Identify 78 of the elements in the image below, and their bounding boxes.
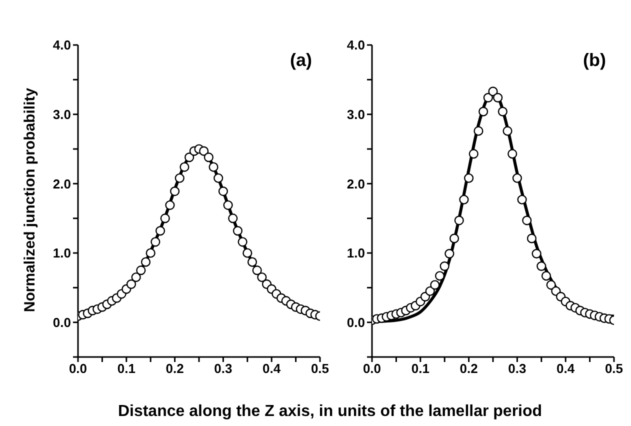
point <box>468 149 478 159</box>
x-tick-label: 0.4 <box>262 361 282 376</box>
point <box>478 106 488 116</box>
point <box>493 92 503 102</box>
point <box>440 261 450 271</box>
point <box>517 194 527 204</box>
point <box>546 280 556 290</box>
x-tick-label: 0.5 <box>604 361 624 376</box>
y-tick-label: 0.0 <box>346 314 365 330</box>
x-tick-label: 0.1 <box>411 361 430 376</box>
point <box>165 200 175 210</box>
point <box>131 272 141 282</box>
point <box>526 234 537 244</box>
x-tick-label: 0.4 <box>556 361 576 376</box>
point <box>541 271 552 281</box>
point <box>512 173 522 183</box>
point <box>488 86 498 96</box>
point <box>454 216 464 226</box>
point <box>498 106 508 116</box>
point <box>214 173 224 183</box>
point <box>444 248 454 258</box>
x-axis-title: Distance along the Z axis, in units of the lamellar period <box>118 403 542 421</box>
point <box>184 152 194 162</box>
x-tick-label: 0.0 <box>362 361 382 376</box>
x-tick-label: 0.3 <box>508 361 526 376</box>
point <box>140 257 151 267</box>
y-tick-label: 2.0 <box>52 176 71 192</box>
y-tick-label: 2.0 <box>346 176 365 192</box>
annotation: (a) <box>290 50 312 71</box>
point <box>238 237 248 247</box>
point <box>126 279 136 289</box>
y-axis-title: Normalized junction probability <box>22 88 38 312</box>
point <box>483 92 493 102</box>
point <box>170 186 180 196</box>
point <box>508 149 518 159</box>
point <box>536 261 546 271</box>
point <box>232 226 243 236</box>
point <box>150 237 160 247</box>
point <box>434 271 445 281</box>
point <box>532 248 542 258</box>
point <box>247 257 258 267</box>
point <box>199 146 209 156</box>
x-tick-label: 0.1 <box>117 361 136 376</box>
point <box>430 280 440 290</box>
point <box>522 216 532 226</box>
y-tick-label: 4.0 <box>52 38 71 53</box>
point <box>218 186 228 196</box>
point <box>464 173 474 183</box>
point <box>459 194 469 204</box>
point <box>208 162 218 172</box>
point <box>223 200 233 210</box>
point <box>257 272 267 282</box>
point <box>449 234 460 244</box>
annotation: (b) <box>583 50 606 71</box>
point <box>180 162 190 172</box>
x-tick-label: 0.0 <box>68 361 88 376</box>
point <box>174 173 184 183</box>
y-tick-label: 4.0 <box>346 38 365 53</box>
x-tick-label: 0.5 <box>310 361 330 376</box>
point <box>228 214 238 224</box>
point <box>146 248 156 258</box>
point <box>136 266 146 276</box>
point <box>160 214 170 224</box>
x-tick-label: 0.2 <box>460 361 478 376</box>
y-tick-label: 3.0 <box>346 106 365 122</box>
point <box>204 152 214 162</box>
y-tick-label: 3.0 <box>52 106 71 122</box>
y-tick-label: 1.0 <box>52 246 71 261</box>
point <box>242 248 252 258</box>
point <box>252 266 262 276</box>
y-tick-label: 1.0 <box>346 246 365 261</box>
point <box>502 126 512 136</box>
x-tick-label: 0.3 <box>214 361 232 376</box>
point <box>155 226 166 236</box>
point <box>425 286 435 296</box>
point <box>474 126 484 136</box>
x-tick-label: 0.2 <box>166 361 184 376</box>
y-tick-label: 0.0 <box>52 314 71 330</box>
